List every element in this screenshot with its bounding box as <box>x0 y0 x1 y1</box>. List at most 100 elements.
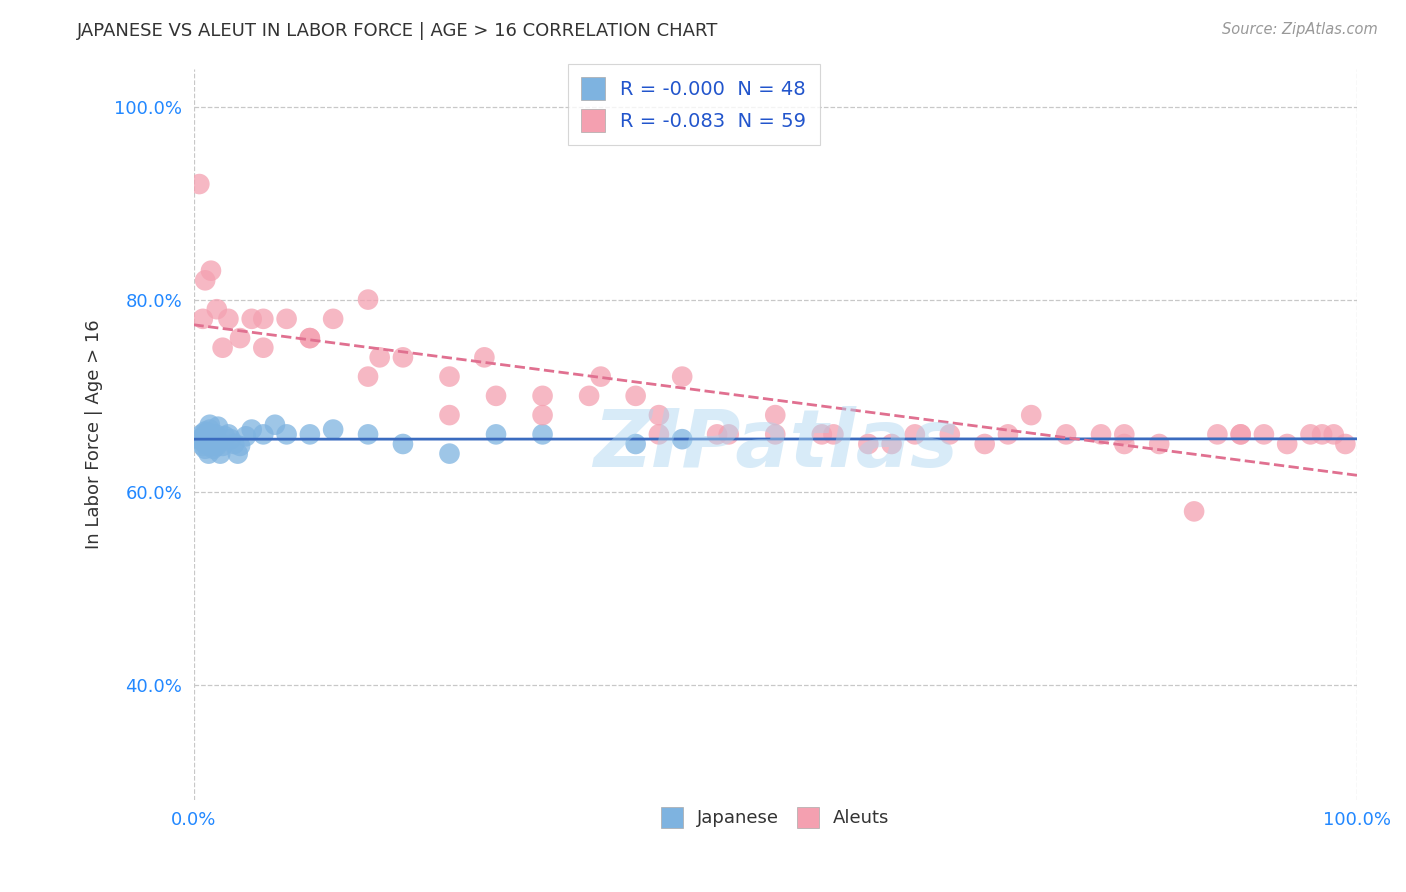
Point <box>997 427 1019 442</box>
Point <box>1323 427 1346 442</box>
Point <box>589 369 612 384</box>
Point <box>531 389 554 403</box>
Point <box>531 408 554 422</box>
Point <box>624 389 647 403</box>
Point <box>485 389 508 403</box>
Point <box>671 369 693 384</box>
Point <box>201 435 224 450</box>
Point <box>322 423 344 437</box>
Point <box>214 429 236 443</box>
Point <box>201 427 224 442</box>
Point <box>823 427 845 442</box>
Point <box>207 419 229 434</box>
Point <box>298 427 321 442</box>
Point <box>224 437 246 451</box>
Point <box>1229 427 1251 442</box>
Point <box>357 293 380 307</box>
Point <box>194 273 217 287</box>
Point <box>1299 427 1322 442</box>
Point <box>204 437 226 451</box>
Point <box>939 427 962 442</box>
Point <box>195 429 218 443</box>
Point <box>190 427 212 442</box>
Point <box>810 427 832 442</box>
Point <box>1090 427 1112 442</box>
Point <box>531 427 554 442</box>
Point <box>357 427 380 442</box>
Point <box>671 432 693 446</box>
Point <box>1019 408 1042 422</box>
Point <box>200 439 222 453</box>
Point <box>193 435 215 450</box>
Point <box>229 331 252 345</box>
Point <box>858 437 880 451</box>
Point <box>198 417 221 432</box>
Point <box>252 341 274 355</box>
Point <box>904 427 927 442</box>
Point <box>973 437 995 451</box>
Point <box>439 369 461 384</box>
Point <box>197 447 219 461</box>
Point <box>217 311 239 326</box>
Point <box>357 369 380 384</box>
Point <box>240 423 263 437</box>
Point <box>211 439 233 453</box>
Point <box>194 427 217 442</box>
Text: ZIPatlas: ZIPatlas <box>593 407 957 484</box>
Point <box>226 447 249 461</box>
Point <box>194 425 217 439</box>
Point <box>204 432 226 446</box>
Point <box>252 311 274 326</box>
Text: Source: ZipAtlas.com: Source: ZipAtlas.com <box>1222 22 1378 37</box>
Point <box>368 351 391 365</box>
Point <box>204 427 226 442</box>
Point <box>191 311 214 326</box>
Point <box>197 425 219 440</box>
Point <box>322 311 344 326</box>
Point <box>1147 437 1170 451</box>
Point <box>298 331 321 345</box>
Point <box>439 447 461 461</box>
Point <box>197 432 219 446</box>
Point <box>217 427 239 442</box>
Point <box>1334 437 1357 451</box>
Point <box>1114 427 1136 442</box>
Point <box>194 437 217 451</box>
Point <box>197 437 219 451</box>
Point <box>648 408 671 422</box>
Point <box>1054 427 1077 442</box>
Point <box>235 429 257 443</box>
Point <box>200 263 222 277</box>
Point <box>648 427 671 442</box>
Point <box>1310 427 1333 442</box>
Point <box>717 427 740 442</box>
Point <box>276 311 298 326</box>
Point <box>1275 437 1298 451</box>
Point <box>474 351 496 365</box>
Point <box>200 429 222 443</box>
Point <box>763 408 786 422</box>
Point <box>205 439 228 453</box>
Point <box>208 435 231 450</box>
Point <box>202 442 225 456</box>
Point <box>194 442 217 456</box>
Point <box>188 432 211 446</box>
Point <box>209 447 232 461</box>
Point <box>392 437 415 451</box>
Point <box>276 427 298 442</box>
Point <box>624 437 647 451</box>
Point <box>439 408 461 422</box>
Point <box>392 351 415 365</box>
Point <box>485 427 508 442</box>
Point <box>219 432 242 446</box>
Point <box>706 427 728 442</box>
Point <box>298 331 321 345</box>
Point <box>252 427 274 442</box>
Point <box>1182 504 1205 518</box>
Y-axis label: In Labor Force | Age > 16: In Labor Force | Age > 16 <box>86 319 103 549</box>
Point <box>578 389 600 403</box>
Point <box>211 341 233 355</box>
Point <box>205 302 228 317</box>
Point <box>264 417 287 432</box>
Point <box>1229 427 1251 442</box>
